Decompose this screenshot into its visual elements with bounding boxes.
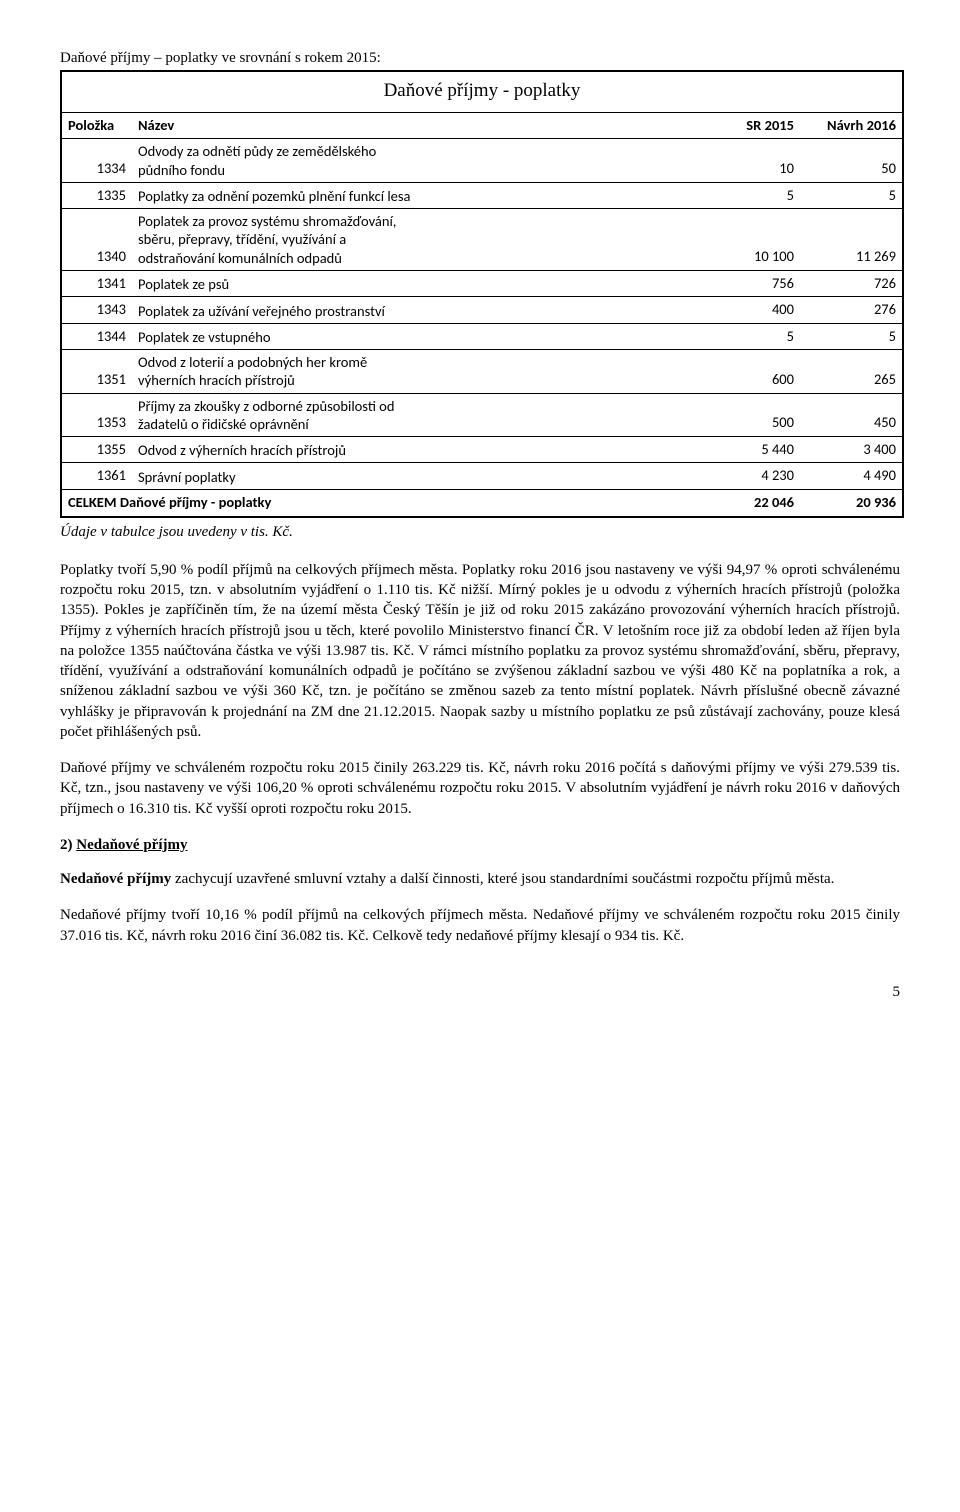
table-row: 1361Správní poplatky4 2304 490	[62, 463, 902, 490]
col-polozka: Položka	[62, 113, 132, 139]
row-code: 1361	[62, 463, 132, 490]
row-code: 1335	[62, 182, 132, 209]
section-heading: 2) Nedaňové příjmy	[60, 835, 900, 855]
row-code: 1343	[62, 297, 132, 324]
row-sr2015: 5 440	[698, 436, 800, 463]
totals-row: CELKEM Daňové příjmy - poplatky 22 046 2…	[62, 489, 902, 515]
row-code: 1353	[62, 393, 132, 436]
paragraph-3: Nedaňové příjmy zachycují uzavřené smluv…	[60, 869, 900, 889]
row-navrh2016: 726	[800, 270, 902, 297]
table-row: 1353Příjmy za zkoušky z odborné způsobil…	[62, 393, 902, 436]
row-sr2015: 10 100	[698, 209, 800, 270]
row-label: Poplatek ze psů	[132, 270, 698, 297]
row-navrh2016: 276	[800, 297, 902, 324]
row-label: Příjmy za zkoušky z odborné způsobilosti…	[132, 393, 698, 436]
row-code: 1340	[62, 209, 132, 270]
row-navrh2016: 5	[800, 182, 902, 209]
fees-table: Položka Název SR 2015 Návrh 2016 1334Odv…	[62, 113, 902, 516]
table-title: Daňové příjmy - poplatky	[62, 72, 902, 113]
table-row: 1344Poplatek ze vstupného55	[62, 323, 902, 350]
row-code: 1334	[62, 139, 132, 182]
row-sr2015: 10	[698, 139, 800, 182]
row-sr2015: 5	[698, 182, 800, 209]
row-label: Poplatek za užívání veřejného prostranst…	[132, 297, 698, 324]
row-sr2015: 400	[698, 297, 800, 324]
row-label: Odvod z výherních hracích přístrojů	[132, 436, 698, 463]
table-row: 1343Poplatek za užívání veřejného prostr…	[62, 297, 902, 324]
col-sr2015: SR 2015	[698, 113, 800, 139]
page-number: 5	[60, 982, 900, 1002]
table-header-row: Položka Název SR 2015 Návrh 2016	[62, 113, 902, 139]
row-sr2015: 4 230	[698, 463, 800, 490]
row-code: 1344	[62, 323, 132, 350]
row-navrh2016: 4 490	[800, 463, 902, 490]
table-row: 1335Poplatky za odnění pozemků plnění fu…	[62, 182, 902, 209]
table-row: 1355Odvod z výherních hracích přístrojů5…	[62, 436, 902, 463]
col-nazev: Název	[132, 113, 698, 139]
row-sr2015: 756	[698, 270, 800, 297]
table-row: 1340Poplatek za provoz systému shromažďo…	[62, 209, 902, 270]
row-label: Poplatek za provoz systému shromažďování…	[132, 209, 698, 270]
intro-line: Daňové příjmy – poplatky ve srovnání s r…	[60, 48, 900, 68]
totals-v1: 22 046	[698, 489, 800, 515]
paragraph-1: Poplatky tvoří 5,90 % podíl příjmů na ce…	[60, 560, 900, 742]
section-num: 2)	[60, 837, 73, 853]
table-row: 1341Poplatek ze psů756726	[62, 270, 902, 297]
row-label: Odvod z loterií a podobných her kroměvýh…	[132, 350, 698, 393]
row-code: 1341	[62, 270, 132, 297]
row-navrh2016: 265	[800, 350, 902, 393]
row-label: Poplatky za odnění pozemků plnění funkcí…	[132, 182, 698, 209]
row-label: Odvody za odnětí půdy ze zemědělskéhopůd…	[132, 139, 698, 182]
row-sr2015: 600	[698, 350, 800, 393]
paragraph-4: Nedaňové příjmy tvoří 10,16 % podíl příj…	[60, 905, 900, 946]
row-sr2015: 500	[698, 393, 800, 436]
row-label: Správní poplatky	[132, 463, 698, 490]
paragraph-3-rest: zachycují uzavřené smluvní vztahy a dalš…	[171, 871, 834, 887]
paragraph-3-lead: Nedaňové příjmy	[60, 871, 171, 887]
section-title: Nedaňové příjmy	[76, 837, 187, 853]
row-navrh2016: 450	[800, 393, 902, 436]
fees-table-container: Daňové příjmy - poplatky Položka Název S…	[60, 70, 904, 517]
row-sr2015: 5	[698, 323, 800, 350]
col-navrh2016: Návrh 2016	[800, 113, 902, 139]
totals-v2: 20 936	[800, 489, 902, 515]
paragraph-2: Daňové příjmy ve schváleném rozpočtu rok…	[60, 758, 900, 819]
row-navrh2016: 5	[800, 323, 902, 350]
row-code: 1355	[62, 436, 132, 463]
row-label: Poplatek ze vstupného	[132, 323, 698, 350]
table-note: Údaje v tabulce jsou uvedeny v tis. Kč.	[60, 522, 900, 542]
table-row: 1351Odvod z loterií a podobných her krom…	[62, 350, 902, 393]
row-navrh2016: 3 400	[800, 436, 902, 463]
row-navrh2016: 11 269	[800, 209, 902, 270]
table-row: 1334Odvody za odnětí půdy ze zemědělskéh…	[62, 139, 902, 182]
totals-label: CELKEM Daňové příjmy - poplatky	[62, 489, 698, 515]
row-code: 1351	[62, 350, 132, 393]
row-navrh2016: 50	[800, 139, 902, 182]
